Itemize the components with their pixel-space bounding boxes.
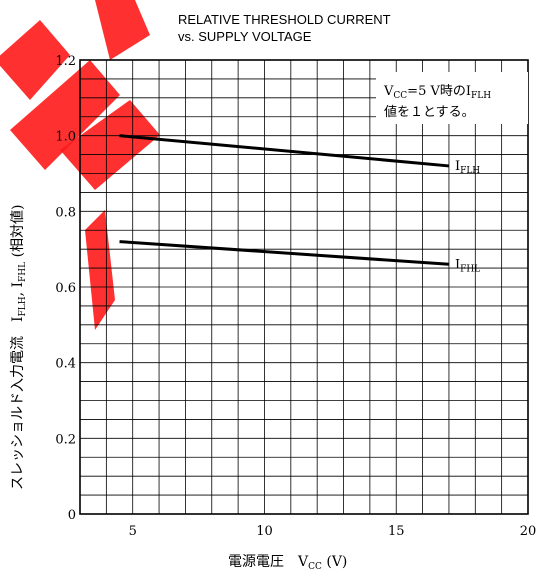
x-tick-label: 15 [388, 524, 405, 539]
x-tick-label: 10 [256, 524, 273, 539]
y-tick-label: 0.8 [55, 205, 76, 220]
red-brush-stroke-watermark [0, 0, 160, 330]
watermark-stroke [60, 100, 160, 190]
y-tick-label: 0 [68, 508, 76, 523]
watermark-stroke [95, 0, 150, 60]
note-line1: VCC=5 V時のIFLH [383, 84, 491, 101]
series-group: IFLH IFHL [119, 134, 480, 274]
series-label-fhl: IFHL [455, 257, 480, 274]
note-background [376, 72, 528, 124]
x-tick-label: 20 [520, 524, 537, 539]
plot-frame [79, 59, 529, 515]
x-tick-label: 5 [129, 524, 137, 539]
watermark-stroke [10, 60, 120, 170]
x-axis-label: 電源電圧 VCC (V) [228, 554, 347, 572]
note-line2: 値を１とする。 [384, 104, 475, 120]
chart-title-line1: RELATIVE THRESHOLD CURRENT [178, 12, 391, 27]
watermark-stroke [0, 20, 70, 100]
series-line-fhl [119, 240, 450, 266]
y-tick-label: 0.6 [55, 281, 76, 296]
watermark-stroke [85, 210, 115, 330]
series-label-flh: IFLH [455, 159, 480, 176]
y-tick-label: 1.0 [55, 130, 76, 145]
y-tick-label: 0.2 [55, 432, 76, 447]
y-tick-label: 1.2 [55, 54, 76, 69]
x-tick-labels: 5 10 15 20 [129, 524, 537, 539]
y-axis-label: スレッショルド入力電流 IFLH, IFHL (相対値) [10, 205, 28, 491]
y-tick-labels: 0 0.2 0.4 0.6 0.8 1.0 1.2 [55, 54, 76, 523]
series-line-flh [119, 134, 450, 168]
y-tick-label: 0.4 [55, 357, 76, 372]
chart-title-line2: vs. SUPPLY VOLTAGE [178, 29, 312, 44]
